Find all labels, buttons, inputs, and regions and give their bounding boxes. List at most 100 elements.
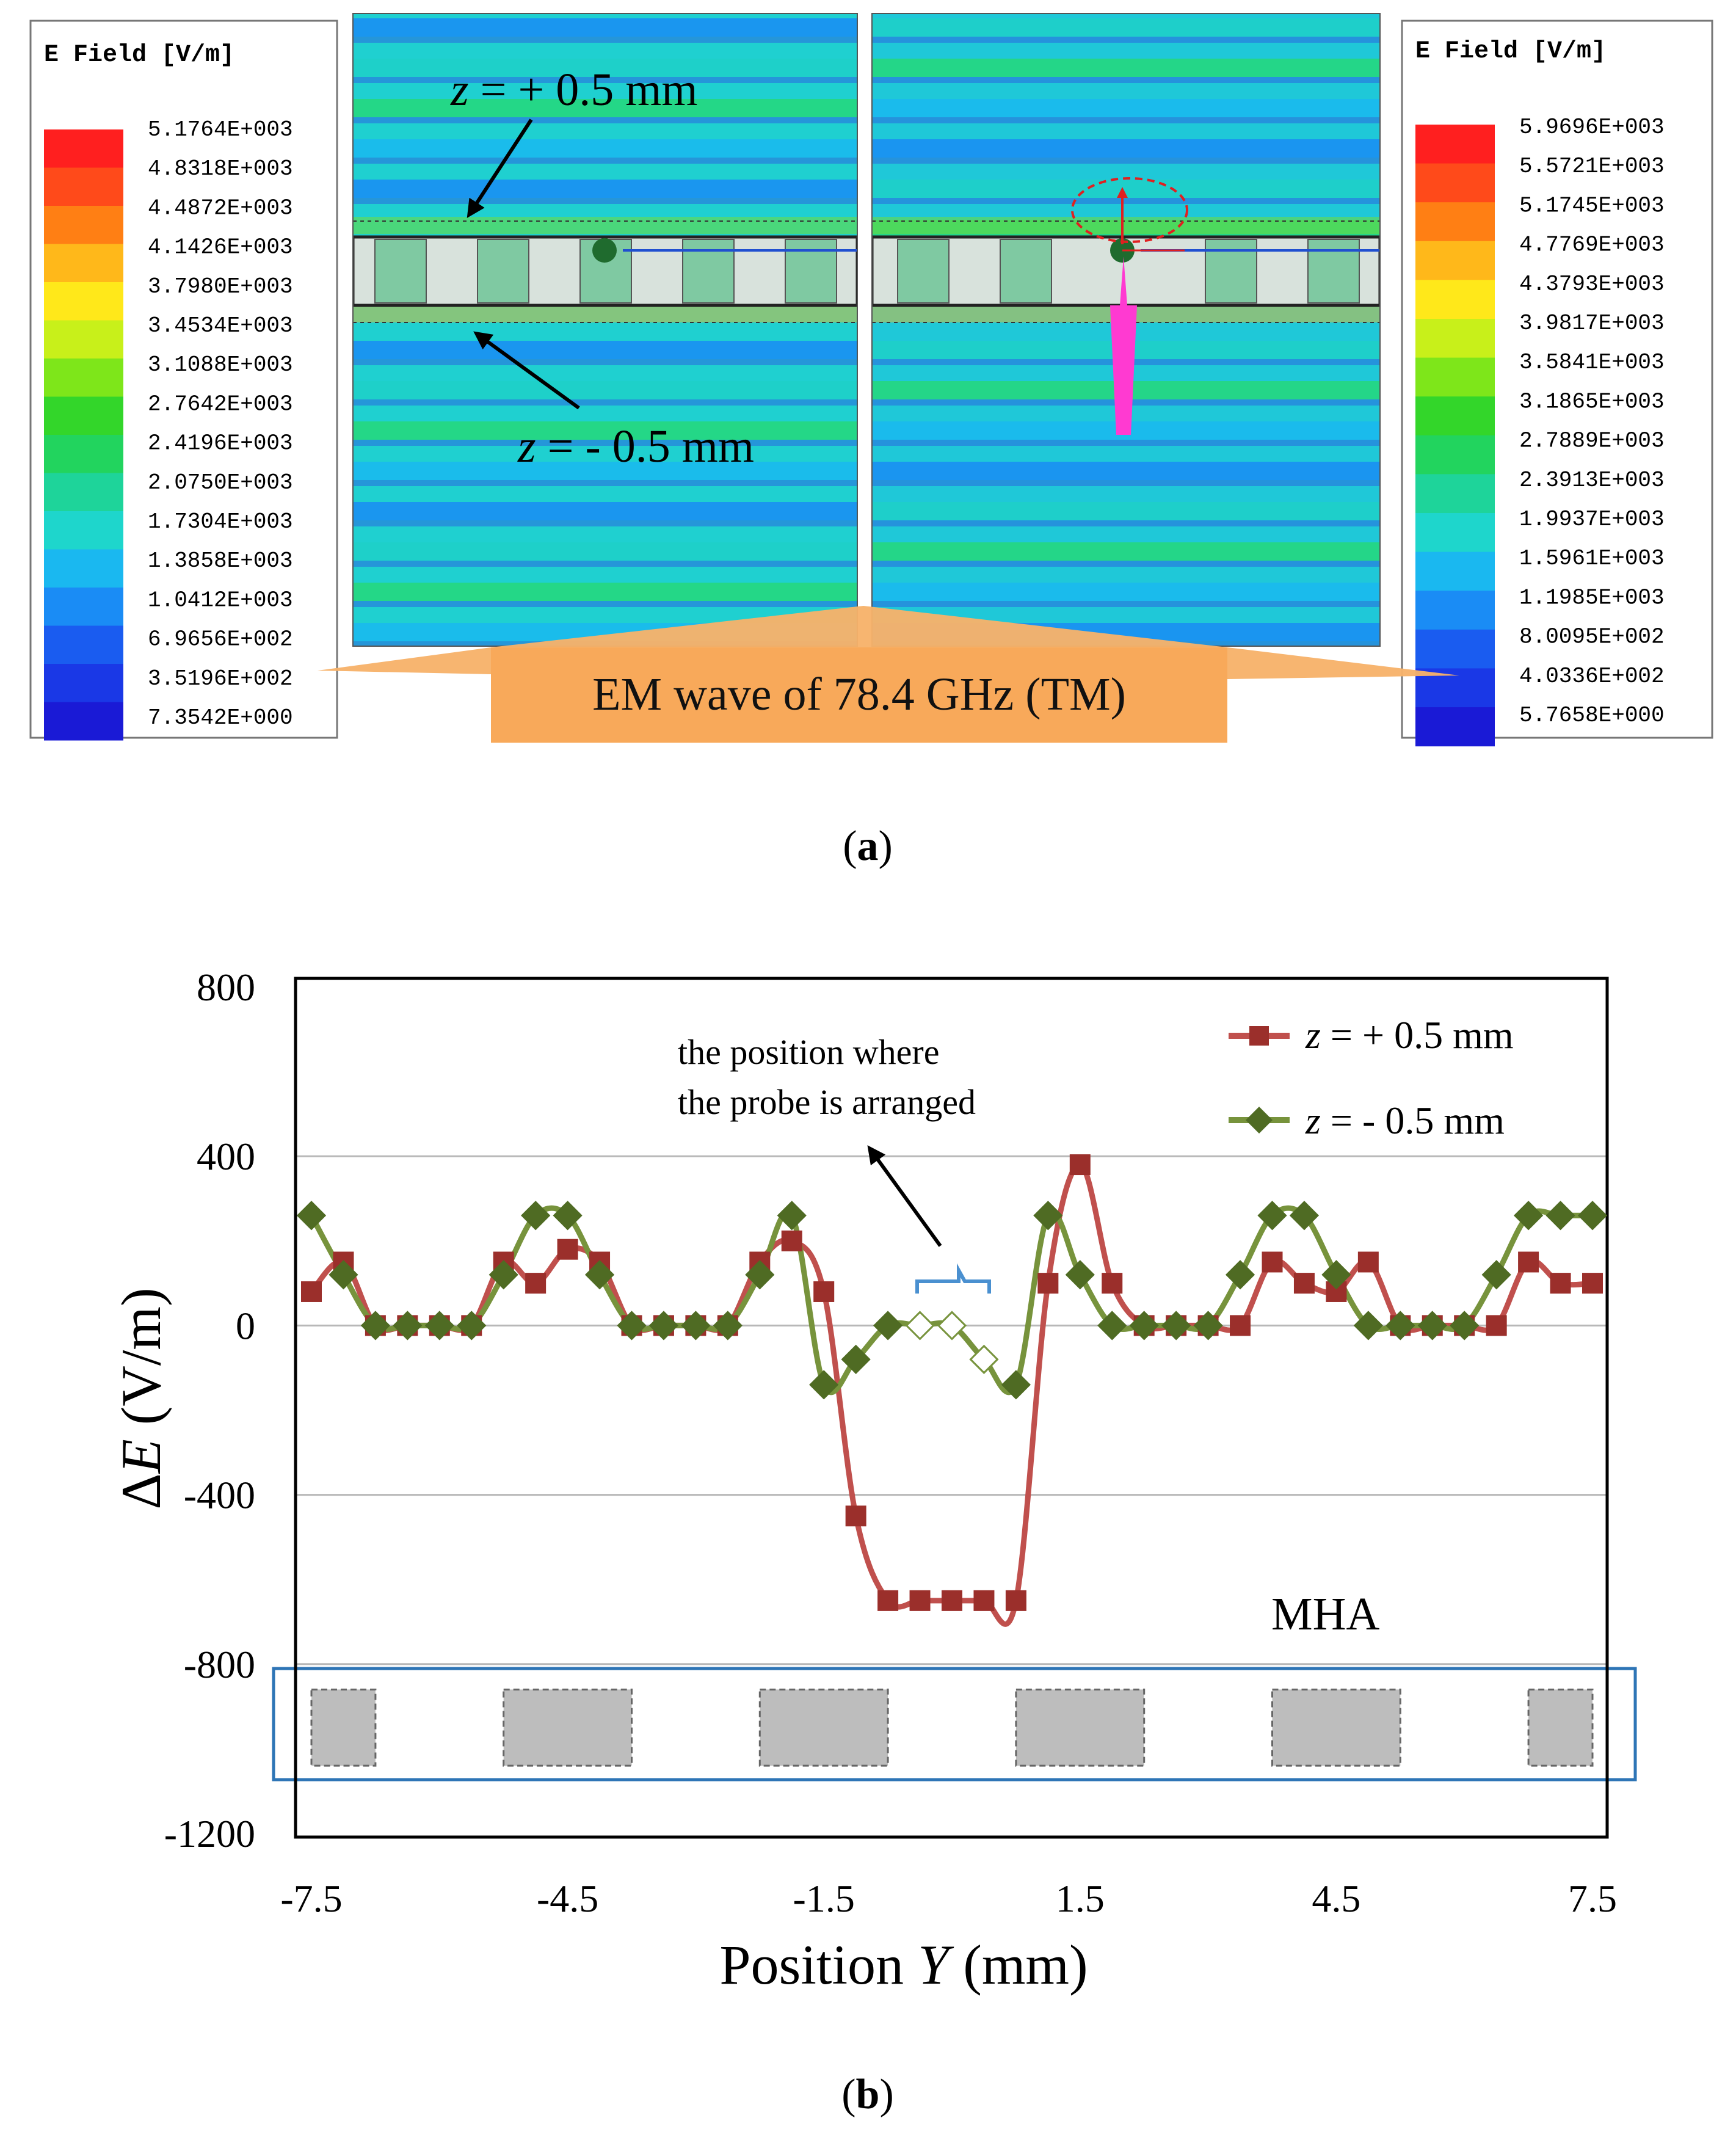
point-z-plus (557, 1239, 578, 1260)
right-legend-colorbar (1415, 125, 1495, 747)
right-legend-title: E Field [V/m] (1415, 38, 1606, 65)
probe-highlight-ellipse (1071, 177, 1188, 243)
probe-position-bracket (915, 1263, 991, 1294)
left-legend-band (44, 702, 123, 741)
legend-label-z-minus: z = - 0.5 mm (1305, 1099, 1505, 1142)
left-legend-title: E Field [V/m] (44, 42, 234, 69)
right-legend-value: 4.0336E+002 (1519, 664, 1665, 689)
left-legend: E Field [V/m] 5.1764E+003 4.8318E+003 4.48… (29, 20, 338, 741)
right-legend: E Field [V/m] 5.9696E+003 5.5721E+003 5.17… (1401, 20, 1713, 747)
mha-frame (272, 1667, 1637, 1782)
point-z-minus (296, 1201, 327, 1231)
right-legend-value: 3.5841E+003 (1519, 350, 1665, 375)
chart-legend: z = + 0.5 mm z = - 0.5 mm (1229, 1013, 1514, 1142)
x-tick-label: -4.5 (537, 1877, 598, 1920)
right-legend-band (1415, 707, 1495, 747)
point-z-minus (617, 1311, 647, 1341)
x-tick-label: 7.5 (1568, 1877, 1617, 1920)
point-z-minus (681, 1311, 711, 1341)
point-z-plus (301, 1281, 322, 1302)
arrow-z-minus (473, 331, 580, 410)
right-legend-band (1415, 163, 1495, 203)
left-legend-band (44, 625, 123, 664)
point-z-minus (424, 1311, 454, 1341)
x-tick-label: -1.5 (793, 1877, 855, 1920)
right-legend-band (1415, 435, 1495, 475)
point-z-plus (1518, 1251, 1539, 1273)
y-gridlines (296, 1155, 1607, 1665)
point-z-minus (713, 1311, 743, 1341)
right-legend-band (1415, 319, 1495, 358)
left-legend-value: 3.1088E+003 (148, 352, 293, 377)
left-legend-value: 2.4196E+003 (148, 431, 293, 456)
point-z-plus (525, 1273, 547, 1294)
panel-a: E Field [V/m] 5.1764E+003 4.8318E+003 4.48… (29, 13, 1713, 870)
caption-b: (b) (841, 2071, 894, 2118)
x-tick-label: -7.5 (280, 1877, 342, 1920)
mha-block (503, 1688, 633, 1767)
point-z-plus (1357, 1251, 1379, 1273)
left-legend-value: 1.0412E+003 (148, 588, 293, 613)
mha-block (1015, 1688, 1146, 1767)
left-legend-value: 1.3858E+003 (148, 548, 293, 573)
label-z-plus: z = + 0.5 mm (450, 64, 698, 115)
right-legend-band (1415, 551, 1495, 591)
point-z-minus (937, 1311, 967, 1341)
point-z-minus (457, 1311, 487, 1341)
right-legend-value: 2.7889E+003 (1519, 429, 1665, 454)
point-z-plus (909, 1590, 931, 1611)
point-z-minus (521, 1201, 551, 1231)
point-z-minus (1386, 1311, 1415, 1341)
right-legend-value: 3.9817E+003 (1519, 311, 1665, 336)
left-legend-value: 1.7304E+003 (148, 509, 293, 534)
point-z-minus (873, 1311, 903, 1341)
y-axis-label: ΔE (V/m) (110, 1287, 172, 1509)
y-tick-label: -1200 (164, 1812, 255, 1855)
point-z-plus (1102, 1273, 1123, 1294)
right-legend-band (1415, 513, 1495, 553)
x-tick-labels: -7.5 -4.5 -1.5 1.5 4.5 7.5 (280, 1877, 1617, 1920)
y-tick-label: 400 (197, 1135, 255, 1178)
point-z-minus (1193, 1311, 1223, 1341)
right-legend-value: 5.9696E+003 (1519, 115, 1665, 140)
point-z-minus (488, 1260, 518, 1290)
point-z-minus (1545, 1201, 1575, 1231)
point-z-minus (329, 1260, 358, 1290)
right-legend-band (1415, 474, 1495, 514)
point-z-minus (1161, 1311, 1191, 1341)
right-legend-band (1415, 629, 1495, 669)
mha-block (310, 1688, 377, 1767)
left-legend-value: 3.5196E+002 (148, 666, 293, 691)
right-legend-values: 5.9696E+003 5.5721E+003 5.1745E+003 4.7769E… (1519, 115, 1665, 728)
left-legend-band (44, 129, 123, 168)
right-legend-value: 4.3793E+003 (1519, 272, 1665, 297)
field-plot-with-probe (872, 13, 1380, 646)
left-legend-value: 2.7642E+003 (148, 391, 293, 417)
legend-marker-z-minus (1246, 1107, 1273, 1134)
left-legend-band (44, 167, 123, 206)
point-z-minus (777, 1201, 807, 1231)
point-z-plus (1582, 1273, 1603, 1294)
arrow-z-plus (467, 118, 533, 219)
left-legend-value: 4.4872E+003 (148, 195, 293, 220)
point-z-minus (1129, 1311, 1159, 1341)
point-z-minus (1225, 1260, 1255, 1290)
point-z-minus (393, 1311, 423, 1341)
left-legend-band (44, 511, 123, 550)
point-z-minus (1417, 1311, 1447, 1341)
point-z-plus (1262, 1251, 1283, 1273)
x-tick-label: 4.5 (1312, 1877, 1360, 1920)
point-z-minus (1450, 1311, 1480, 1341)
point-z-plus (1005, 1590, 1026, 1611)
point-z-plus (942, 1590, 962, 1611)
right-legend-band (1415, 202, 1495, 242)
left-legend-band (44, 206, 123, 244)
left-legend-band (44, 320, 123, 359)
right-legend-band (1415, 125, 1495, 164)
right-legend-value: 1.1985E+003 (1519, 585, 1665, 610)
right-legend-band (1415, 280, 1495, 319)
banner-text: EM wave of 78.4 GHz (TM) (592, 669, 1126, 720)
panel-b: MHA 800 400 0 -400 -800 -1200 -7.5 -4.5 -1.5 1.5… (110, 966, 1637, 2118)
point-z-plus (1037, 1273, 1059, 1294)
right-legend-value: 5.5721E+003 (1519, 154, 1665, 179)
